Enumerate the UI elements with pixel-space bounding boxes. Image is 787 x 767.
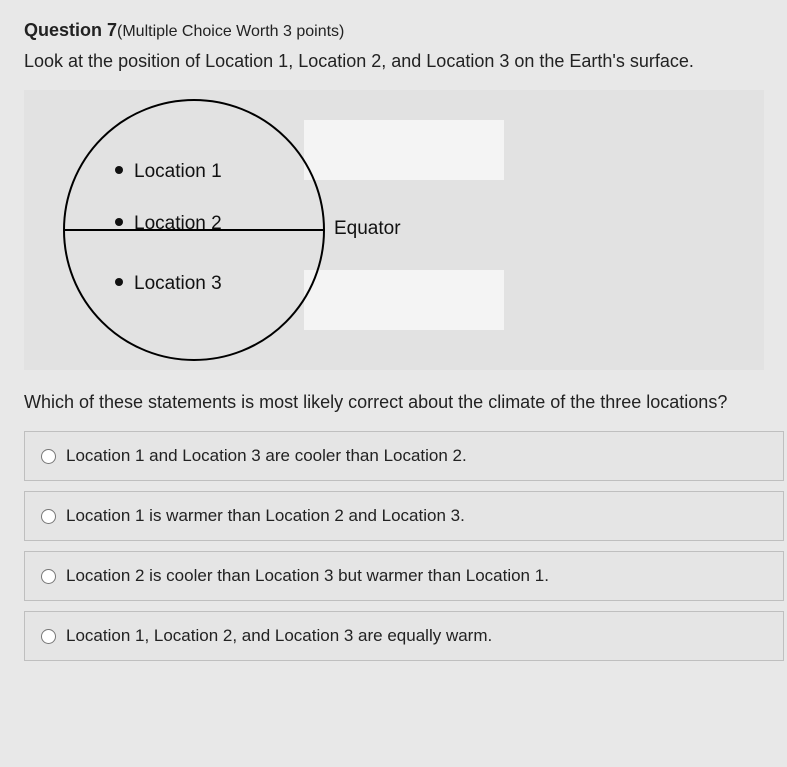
question-header: Question 7(Multiple Choice Worth 3 point…	[24, 20, 787, 41]
option-text: Location 1 and Location 3 are cooler tha…	[66, 446, 467, 466]
option-text: Location 1 is warmer than Location 2 and…	[66, 506, 465, 526]
location-2-bullet	[115, 218, 123, 226]
option-d[interactable]: Location 1, Location 2, and Location 3 a…	[24, 611, 784, 661]
question-meta: (Multiple Choice Worth 3 points)	[117, 23, 344, 40]
option-c[interactable]: Location 2 is cooler than Location 3 but…	[24, 551, 784, 601]
radio-icon	[41, 509, 56, 524]
option-text: Location 2 is cooler than Location 3 but…	[66, 566, 549, 586]
location-1-bullet	[115, 166, 123, 174]
location-2-label: Location 2	[134, 213, 222, 234]
location-3-bullet	[115, 278, 123, 286]
radio-icon	[41, 569, 56, 584]
options-list: Location 1 and Location 3 are cooler tha…	[24, 431, 784, 661]
radio-icon	[41, 629, 56, 644]
question-number: Question 7	[24, 20, 117, 40]
option-a[interactable]: Location 1 and Location 3 are cooler tha…	[24, 431, 784, 481]
equator-label: Equator	[334, 218, 401, 240]
earth-diagram-svg: Location 1 Location 2 Location 3	[44, 90, 344, 370]
radio-icon	[41, 449, 56, 464]
option-b[interactable]: Location 1 is warmer than Location 2 and…	[24, 491, 784, 541]
location-3-label: Location 3	[134, 273, 222, 294]
question-subprompt: Which of these statements is most likely…	[24, 392, 784, 413]
earth-figure: Location 1 Location 2 Location 3 Equator	[24, 90, 764, 370]
location-1-label: Location 1	[134, 161, 222, 182]
option-text: Location 1, Location 2, and Location 3 a…	[66, 626, 492, 646]
question-prompt: Look at the position of Location 1, Loca…	[24, 51, 787, 72]
